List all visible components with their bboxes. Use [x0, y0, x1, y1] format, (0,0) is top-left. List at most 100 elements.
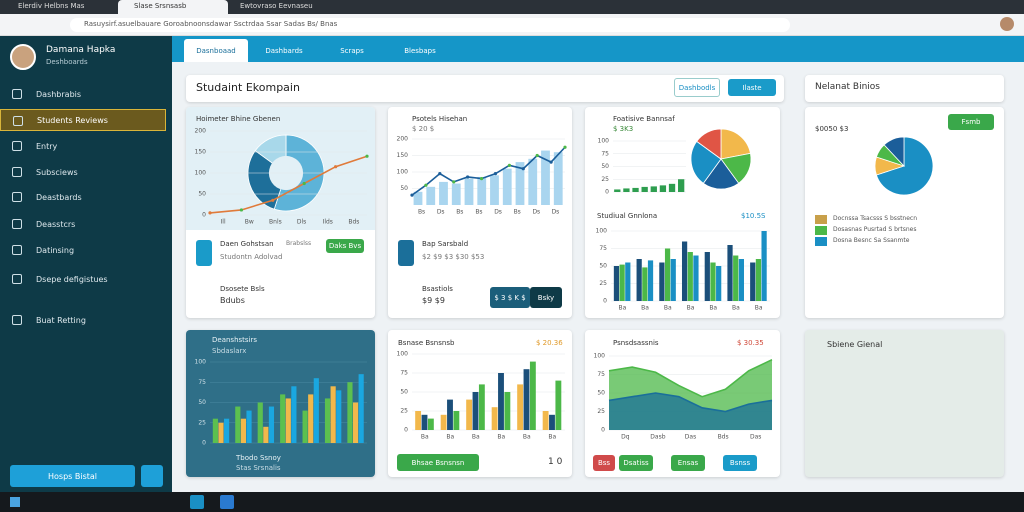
app-icon[interactable]: [220, 495, 234, 509]
address-bar: Rasuysirf.asuelbauare Goroabnoonsdawar S…: [0, 14, 1024, 36]
card-title: Psnsdsassnis: [613, 339, 659, 347]
y-tick-label: 75: [599, 245, 607, 252]
button[interactable]: Bsky: [530, 287, 562, 308]
foot-label: Dsosete Bsls: [220, 285, 265, 293]
menu-icon: [12, 315, 22, 325]
menu-item[interactable]: Entry: [0, 135, 166, 157]
button[interactable]: Dsatiss: [619, 455, 653, 471]
bar: [413, 191, 423, 205]
menu-item[interactable]: Deastbards: [0, 186, 166, 208]
url-field[interactable]: Rasuysirf.asuelbauare Goroabnoonsdawar S…: [70, 18, 790, 32]
menu-item[interactable]: Buat Retting: [0, 309, 166, 331]
stat-label: Bap Sarsbald: [422, 240, 469, 248]
menu-item[interactable]: Dsepe defigistues: [0, 268, 166, 290]
x-tick-label: Ill: [221, 219, 226, 226]
point: [563, 145, 567, 149]
button[interactable]: Ensas: [671, 455, 705, 471]
sub-value: $10.5S: [741, 212, 766, 220]
card-title: Foatisive Bannsaf: [613, 115, 675, 123]
menu-item[interactable]: Students Reviews: [0, 109, 166, 131]
button[interactable]: $ 3 $ K $: [490, 287, 530, 308]
x-tick-label: Ba: [548, 434, 556, 441]
active-tab[interactable]: Slase Srsnsasb: [118, 0, 228, 14]
menu-item[interactable]: Datinsing: [0, 239, 166, 261]
bar: [347, 382, 353, 443]
bar: [664, 248, 671, 301]
bar: [358, 374, 364, 443]
y-tick-label: 25: [601, 176, 609, 183]
nav-tab[interactable]: Scraps: [340, 46, 364, 55]
nav-tab[interactable]: Blesbaps: [404, 46, 436, 55]
bar: [502, 168, 512, 205]
legend-swatch: [815, 226, 827, 235]
y-tick-label: 200: [397, 136, 409, 143]
start-button[interactable]: [10, 497, 20, 507]
bar: [235, 406, 241, 443]
y-tick-label: 100: [596, 228, 608, 235]
point: [493, 172, 498, 176]
card: Sbiene Gienal: [805, 330, 1004, 477]
bar: [504, 392, 511, 430]
pie-slice: [690, 140, 722, 184]
nav-tab[interactable]: Dasnboaad: [184, 39, 248, 62]
y-tick-label: 25: [599, 280, 607, 287]
x-tick-label: Das: [750, 434, 761, 441]
nav-tab[interactable]: Dashbards: [265, 46, 303, 55]
tab[interactable]: Ewtovraso Eevnaseu: [240, 2, 313, 10]
y-tick-label: 50: [198, 191, 206, 198]
button[interactable]: Bsnss: [723, 455, 757, 471]
y-tick-label: 150: [397, 152, 409, 159]
bar: [352, 402, 359, 443]
bar: [541, 150, 550, 205]
bar: [421, 414, 428, 430]
sidebar-button[interactable]: Hosps Bistal: [10, 465, 135, 487]
bar: [324, 398, 331, 443]
bar: [218, 422, 224, 443]
x-tick-label: Bs: [514, 209, 521, 216]
menu-item[interactable]: Dashbrabis: [0, 83, 166, 105]
menu-item[interactable]: Subsciews: [0, 161, 166, 183]
bar: [498, 373, 504, 430]
button[interactable]: Bss: [593, 455, 615, 471]
app-icon[interactable]: [190, 495, 204, 509]
y-tick-label: 25: [198, 419, 206, 426]
bar: [426, 186, 436, 205]
icon-button[interactable]: [141, 465, 163, 487]
button[interactable]: Bhsae Bsnsnsn: [397, 454, 479, 471]
bar: [440, 414, 447, 430]
button[interactable]: Fsmb: [948, 114, 994, 130]
side-title: Nelanat Binios: [815, 82, 880, 92]
y-tick-label: 100: [397, 169, 409, 176]
sidebar: Damana Hapka Deshboards Dashbrabis Studen…: [0, 36, 172, 492]
bar: [523, 369, 530, 430]
menu-item[interactable]: Deasstcrs: [0, 213, 166, 235]
legend-swatch: [815, 215, 827, 224]
tab[interactable]: Elerdiv Helbns Mas: [18, 2, 85, 10]
bar: [553, 152, 563, 205]
y-tick-label: 0: [202, 212, 206, 219]
bar: [240, 418, 246, 443]
menu-icon: [12, 219, 22, 229]
bar: [491, 407, 498, 430]
bar: [681, 241, 688, 301]
bar: [549, 414, 555, 430]
header-button[interactable]: Dashbodls: [674, 78, 720, 97]
x-tick-label: Ba: [421, 434, 429, 441]
bar: [224, 418, 230, 443]
card-title: Bsnase Bsnsnsb: [398, 339, 455, 347]
card: Deanshstsirs Sbdaslarx 0 25 50 75 100 Tbodo …: [186, 330, 375, 477]
foot-label: Tbodo Ssnoy: [236, 454, 281, 462]
menu-label: Subsciews: [36, 167, 78, 177]
bar: [555, 380, 562, 430]
menu-icon: [13, 116, 23, 126]
profile-icon[interactable]: [1000, 17, 1014, 31]
menu-label: Deastbards: [36, 192, 82, 202]
bar: [750, 262, 756, 301]
icon: [196, 240, 212, 266]
bar: [477, 176, 487, 205]
header-button[interactable]: Ilaste: [728, 79, 776, 96]
legend-label: Dosasnas Pusrtad S brtsnes: [833, 226, 917, 233]
bar: [285, 398, 291, 443]
stat-button[interactable]: Daks Bvs: [326, 239, 364, 253]
x-tick-label: Ds: [552, 209, 560, 216]
